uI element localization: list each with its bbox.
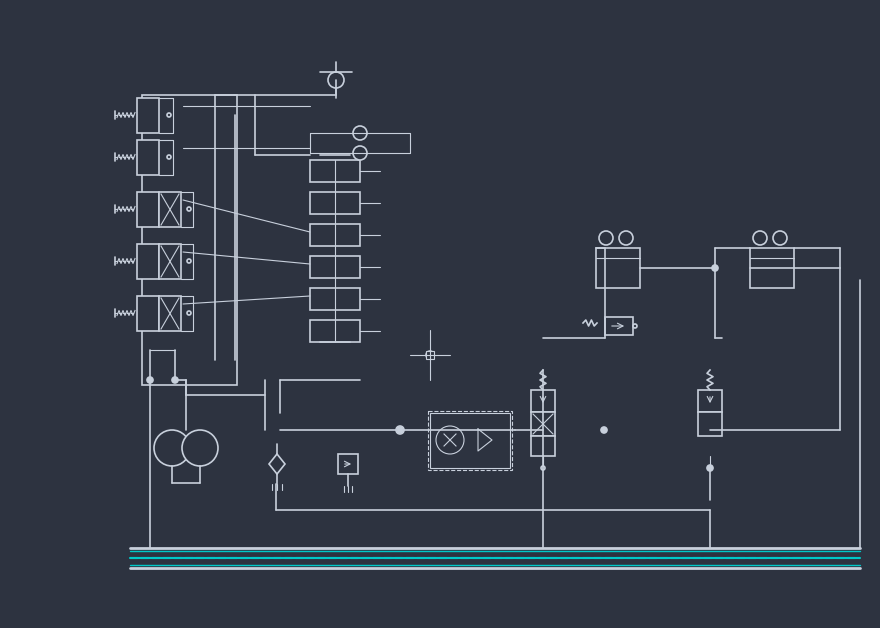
Circle shape [182,430,218,466]
Bar [159,244,181,279]
Bar [430,413,510,468]
Circle shape [773,231,787,245]
Circle shape [187,259,191,263]
Circle shape [187,207,191,211]
Circle shape [436,426,464,454]
Bar [698,412,722,436]
Bar [750,248,794,288]
Circle shape [708,466,712,470]
Bar [310,288,360,310]
Bar [310,192,360,214]
Bar [531,436,555,456]
Circle shape [753,231,767,245]
Bar [531,412,555,436]
Circle shape [328,72,344,88]
Bar [698,390,722,412]
Bar [137,192,159,227]
Circle shape [167,155,171,159]
Bar [137,140,159,175]
Circle shape [397,427,403,433]
Circle shape [707,465,713,471]
Bar [137,244,159,279]
Circle shape [541,466,545,470]
Circle shape [396,426,404,434]
Circle shape [426,351,434,359]
Bar [137,296,159,331]
Circle shape [187,311,191,315]
Bar [310,320,360,342]
Circle shape [619,231,633,245]
Circle shape [599,231,613,245]
Circle shape [147,377,153,383]
Circle shape [154,430,190,466]
Circle shape [633,324,637,328]
Circle shape [353,126,367,140]
Circle shape [172,377,178,383]
Bar [159,296,181,331]
Bar [596,248,640,288]
Bar [338,454,358,474]
Bar [310,224,360,246]
Circle shape [167,113,171,117]
Bar [426,351,434,359]
Circle shape [601,427,607,433]
Circle shape [353,146,367,160]
Bar [142,95,237,385]
Bar [159,192,181,227]
Bar [310,160,360,182]
Bar [310,256,360,278]
Bar [531,390,555,412]
Bar [605,317,633,335]
Circle shape [712,265,718,271]
Bar [137,98,159,133]
